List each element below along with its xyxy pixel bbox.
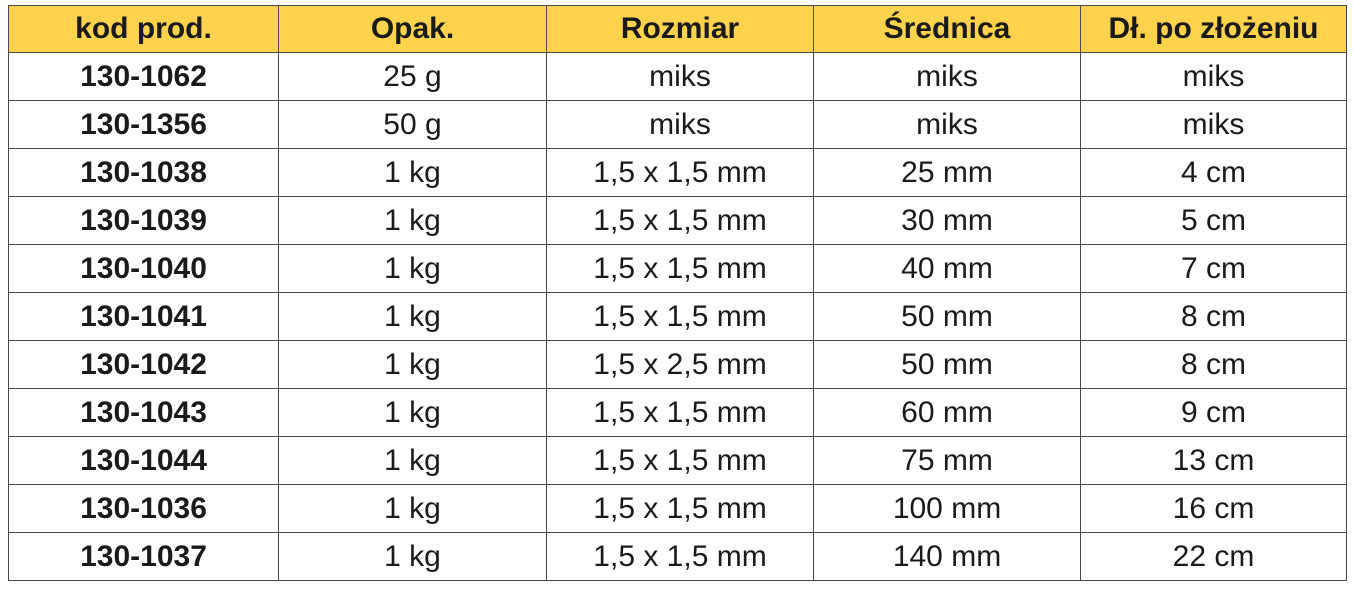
header-cell: kod prod. [8,5,279,53]
product-table: kod prod. Opak. Rozmiar Średnica Dł. po złoż… [8,5,1347,581]
table-cell: 1 kg [278,532,547,581]
product-code: 130-1040 [8,244,279,293]
table-cell: 1 kg [278,148,547,197]
table-cell: 4 cm [1080,148,1347,197]
table-cell: miks [813,100,1081,149]
table-row: 130-1044 1 kg 1,5 x 1,5 mm 75 mm 13 cm [8,436,1347,485]
table-cell: 22 cm [1080,532,1347,581]
table-cell: 1 kg [278,388,547,437]
product-code: 130-1037 [8,532,279,581]
table-cell: 1,5 x 1,5 mm [546,388,814,437]
table-cell: 50 mm [813,292,1081,341]
table-cell: 13 cm [1080,436,1347,485]
table-cell: 40 mm [813,244,1081,293]
header-cell: Rozmiar [546,5,814,53]
table-row: 130-1039 1 kg 1,5 x 1,5 mm 30 mm 5 cm [8,196,1347,245]
table-cell: 1,5 x 1,5 mm [546,148,814,197]
table-cell: 50 mm [813,340,1081,389]
table-cell: 1 kg [278,244,547,293]
table-cell: 1,5 x 1,5 mm [546,436,814,485]
header-row: kod prod. Opak. Rozmiar Średnica Dł. po złoż… [8,5,1347,53]
header-cell: Opak. [278,5,547,53]
table-row: 130-1037 1 kg 1,5 x 1,5 mm 140 mm 22 cm [8,532,1347,581]
table-cell: 25 g [278,52,547,101]
table-cell: 1 kg [278,196,547,245]
header-cell: Dł. po złożeniu [1080,5,1347,53]
header-cell: Średnica [813,5,1081,53]
table-cell: 8 cm [1080,292,1347,341]
table-row: 130-1036 1 kg 1,5 x 1,5 mm 100 mm 16 cm [8,484,1347,533]
product-code: 130-1041 [8,292,279,341]
product-code: 130-1356 [8,100,279,149]
table-cell: 1,5 x 2,5 mm [546,340,814,389]
table-header: kod prod. Opak. Rozmiar Średnica Dł. po złoż… [8,5,1347,53]
table-cell: 30 mm [813,196,1081,245]
table-row: 130-1356 50 g miks miks miks [8,100,1347,149]
table-cell: 1 kg [278,340,547,389]
table-cell: 1 kg [278,484,547,533]
table-cell: 1,5 x 1,5 mm [546,244,814,293]
table-row: 130-1041 1 kg 1,5 x 1,5 mm 50 mm 8 cm [8,292,1347,341]
table-cell: 1,5 x 1,5 mm [546,196,814,245]
table-cell: miks [546,100,814,149]
table-cell: 1,5 x 1,5 mm [546,292,814,341]
table-row: 130-1040 1 kg 1,5 x 1,5 mm 40 mm 7 cm [8,244,1347,293]
table-cell: miks [546,52,814,101]
product-code: 130-1036 [8,484,279,533]
table-cell: 25 mm [813,148,1081,197]
table-cell: miks [1080,100,1347,149]
table-cell: 1,5 x 1,5 mm [546,532,814,581]
table-cell: 5 cm [1080,196,1347,245]
table-cell: 16 cm [1080,484,1347,533]
table-cell: 75 mm [813,436,1081,485]
product-code: 130-1038 [8,148,279,197]
table-cell: 50 g [278,100,547,149]
table-row: 130-1043 1 kg 1,5 x 1,5 mm 60 mm 9 cm [8,388,1347,437]
table-cell: 1,5 x 1,5 mm [546,484,814,533]
table-row: 130-1038 1 kg 1,5 x 1,5 mm 25 mm 4 cm [8,148,1347,197]
product-code: 130-1039 [8,196,279,245]
table-cell: 140 mm [813,532,1081,581]
table-row: 130-1062 25 g miks miks miks [8,52,1347,101]
table-cell: 100 mm [813,484,1081,533]
table-cell: 7 cm [1080,244,1347,293]
table-cell: 9 cm [1080,388,1347,437]
table-body: 130-1062 25 g miks miks miks 130-1356 50 g miks… [8,52,1347,581]
table-cell: 1 kg [278,436,547,485]
product-code: 130-1062 [8,52,279,101]
product-code: 130-1044 [8,436,279,485]
table-cell: 60 mm [813,388,1081,437]
product-code: 130-1043 [8,388,279,437]
table-cell: 8 cm [1080,340,1347,389]
product-code: 130-1042 [8,340,279,389]
table-cell: miks [1080,52,1347,101]
table-cell: 1 kg [278,292,547,341]
table-cell: miks [813,52,1081,101]
table-row: 130-1042 1 kg 1,5 x 2,5 mm 50 mm 8 cm [8,340,1347,389]
